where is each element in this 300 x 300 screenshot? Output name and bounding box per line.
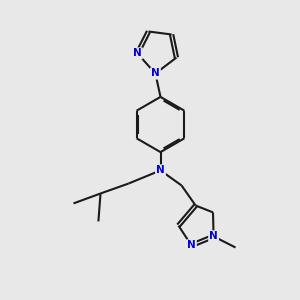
Text: N: N [151,68,160,79]
Text: N: N [209,231,218,242]
Text: N: N [187,240,196,250]
Text: N: N [133,48,142,59]
Text: N: N [156,165,165,176]
